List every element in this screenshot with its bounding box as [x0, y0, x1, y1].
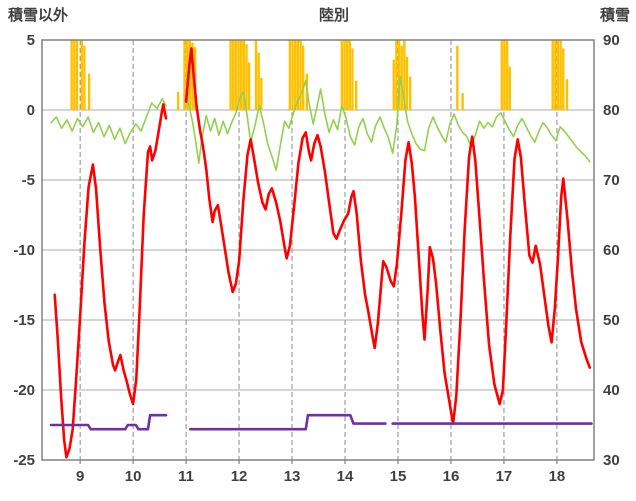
- sunshine-bar: [556, 40, 560, 110]
- x-axis-tick-label: 15: [390, 468, 407, 485]
- sunshine-bar: [554, 40, 557, 110]
- x-tick-marks: [79, 460, 558, 464]
- left-axis-tick-label: 0: [27, 102, 35, 119]
- right-axis-tick-label: 30: [603, 452, 620, 469]
- sunshine-bar: [343, 40, 346, 110]
- sunshine-bar: [508, 66, 511, 110]
- sunshine-bar: [403, 40, 406, 110]
- x-axis-tick-label: 17: [496, 468, 513, 485]
- right-axis-tick-label: 90: [603, 32, 620, 49]
- sunshine-bar: [70, 40, 73, 110]
- sunshine-bar: [176, 91, 180, 110]
- sunshine-bar: [247, 62, 251, 110]
- left-axis-tick-label: -5: [22, 172, 35, 189]
- sunshine-bar: [296, 40, 300, 110]
- sunshine-bar: [80, 40, 83, 110]
- sunshine-bar: [348, 40, 351, 110]
- x-axis-tick-label: 10: [125, 468, 142, 485]
- right-axis-tick-label: 70: [603, 172, 620, 189]
- sunshine-bar: [188, 40, 191, 110]
- sunshine-bar: [340, 40, 344, 110]
- x-axis-tick-label: 9: [76, 468, 84, 485]
- sunshine-bar: [392, 59, 395, 110]
- sunshine-bar: [257, 52, 260, 110]
- sunshine-bar: [73, 40, 76, 110]
- sunshine-bar: [345, 40, 349, 110]
- sunshine-bar: [408, 76, 412, 110]
- sunshine-bar: [291, 40, 294, 110]
- right-axis-tick-label: 50: [603, 312, 620, 329]
- x-axis-tick-label: 18: [549, 468, 566, 485]
- orange-bars: [70, 40, 569, 111]
- sunshine-bar: [354, 80, 358, 110]
- green-line: [50, 75, 591, 171]
- left-axis-tick-label: -10: [13, 242, 35, 259]
- purple-line: [49, 413, 593, 431]
- x-axis-tick-label: 13: [284, 468, 301, 485]
- red-line: [53, 47, 592, 459]
- sunshine-bar: [461, 93, 464, 110]
- sunshine-bar: [562, 48, 565, 110]
- x-axis-tick-label: 11: [178, 468, 194, 485]
- sunshine-bar: [288, 40, 292, 110]
- sunshine-bar: [395, 40, 398, 110]
- sunshine-bar: [456, 45, 459, 110]
- sunshine-bar: [400, 45, 403, 110]
- sunshine-bar: [229, 40, 232, 110]
- right-axis-tick-label: 40: [603, 382, 620, 399]
- sunshine-bar: [191, 42, 194, 110]
- sunshine-bar: [245, 44, 248, 111]
- x-axis-tick-label: 14: [337, 468, 354, 485]
- right-axis-tick-label: 60: [603, 242, 620, 259]
- sunshine-bar: [351, 48, 354, 110]
- left-axis-tick-label: -15: [13, 312, 35, 329]
- sunshine-bar: [301, 45, 305, 110]
- sunshine-bar: [260, 77, 263, 110]
- sunshine-bar: [551, 40, 554, 110]
- left-axis-tick-label: 5: [27, 32, 35, 49]
- plot-border: [41, 39, 595, 461]
- sunshine-bar: [242, 40, 246, 110]
- x-axis-tick-label: 16: [443, 468, 460, 485]
- sunshine-bar: [183, 40, 186, 110]
- sunshine-bar: [232, 40, 235, 110]
- right-axis-tick-label: 80: [603, 102, 620, 119]
- sunshine-bar: [505, 40, 509, 110]
- sunshine-bar: [294, 40, 297, 110]
- left-axis-tick-label: -20: [13, 382, 35, 399]
- sunshine-bar: [83, 45, 86, 110]
- sunshine-bar: [500, 40, 504, 110]
- sunshine-bar: [503, 40, 506, 110]
- sunshine-bar: [237, 40, 240, 110]
- sunshine-bar: [234, 40, 238, 110]
- x-axis-tick-label: 12: [231, 468, 248, 485]
- left-axis-tick-label: -25: [13, 452, 35, 469]
- sunshine-bar: [239, 40, 243, 110]
- sunshine-bar: [254, 40, 258, 110]
- sunshine-bar: [559, 40, 562, 110]
- sunshine-bar: [397, 40, 401, 110]
- sunshine-bar: [75, 40, 79, 110]
- sunshine-bar: [299, 40, 302, 110]
- sunshine-bar: [405, 56, 409, 110]
- sunshine-bar: [87, 73, 91, 110]
- sunshine-bar: [565, 79, 569, 110]
